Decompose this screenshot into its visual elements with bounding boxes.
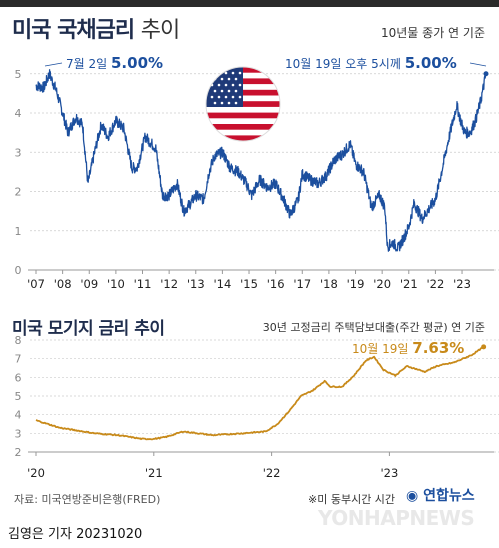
byline: 김영은 기자 20231020 bbox=[8, 527, 143, 542]
treasury-x-tick-label: '12 bbox=[160, 277, 178, 291]
mortgage-end-point bbox=[481, 344, 487, 350]
latest-annotation: 10월 19일 오후 5시께 5.00% bbox=[285, 54, 457, 72]
mortgage-y-ticks: 2 3 4 5 6 7 8 bbox=[15, 334, 22, 459]
treasury-y-tick-label: 4 bbox=[15, 107, 22, 120]
treasury-x-ticks: '07 '08 '09 '10 '11 '12 '13 '14 '15 '16 '17 '18 '19 '… bbox=[27, 269, 494, 291]
mortgage-x-tick-label: '21 bbox=[145, 466, 163, 480]
mortgage-y-tick-label: 5 bbox=[15, 390, 22, 403]
treasury-line bbox=[35, 69, 487, 252]
mortgage-x-ticks: '20 '21 '22 '23 bbox=[27, 451, 494, 480]
peak-date: 7월 2일 bbox=[66, 57, 108, 71]
treasury-y-tick-label: 0 bbox=[15, 264, 22, 277]
peak-annotation: 7월 2일 5.00% bbox=[66, 54, 163, 72]
treasury-y-tick-label: 5 bbox=[15, 68, 22, 81]
latest-value: 5.00% bbox=[404, 54, 457, 72]
mortgage-x-tick-label: '20 bbox=[27, 466, 45, 480]
treasury-x-tick-label: '17 bbox=[293, 277, 311, 291]
treasury-x-tick-label: '20 bbox=[373, 277, 391, 291]
mortgage-title: 미국 모기지 금리 추이 bbox=[12, 319, 165, 339]
peak-leader-line bbox=[44, 62, 63, 67]
treasury-y-tick-label: 1 bbox=[15, 225, 22, 238]
treasury-y-tick-label: 3 bbox=[15, 146, 22, 159]
mortgage-x-tick-label: '22 bbox=[263, 466, 281, 480]
treasury-x-tick-label: '23 bbox=[453, 277, 471, 291]
mortgage-y-tick-label: 6 bbox=[15, 371, 22, 384]
treasury-x-tick-label: '18 bbox=[320, 277, 338, 291]
mortgage-y-tick-label: 4 bbox=[15, 409, 22, 422]
chart-subtitle: 10년물 종가 연 기준 bbox=[381, 26, 485, 40]
mortgage-y-tick-label: 8 bbox=[15, 334, 22, 347]
timezone-note: ※미 동부시간 시간 bbox=[308, 493, 396, 506]
mortgage-latest-annotation: 10월 19일 7.63% bbox=[352, 339, 464, 357]
treasury-x-tick-label: '16 bbox=[267, 277, 285, 291]
title-light: 추이 bbox=[140, 18, 180, 43]
page-title: 미국 국채금리 추이 bbox=[12, 12, 180, 44]
mortgage-latest-value: 7.63% bbox=[412, 339, 465, 357]
top-bar bbox=[0, 0, 499, 7]
treasury-series bbox=[35, 69, 489, 252]
treasury-end-point bbox=[483, 71, 489, 77]
mortgage-y-tick-label: 2 bbox=[15, 446, 22, 459]
agency-name: 연합뉴스 bbox=[423, 488, 475, 504]
mortgage-subtitle: 30년 고정금리 주택담보대출(주간 평균) 연 기준 bbox=[262, 321, 485, 334]
source-note: 자료: 미국연방준비은행(FRED) bbox=[14, 493, 161, 506]
treasury-x-tick-label: '13 bbox=[187, 277, 205, 291]
mortgage-y-tick-label: 7 bbox=[15, 353, 22, 366]
watermark: YONHAPNEWS bbox=[318, 506, 475, 530]
treasury-y-ticks: 0 1 2 3 4 5 bbox=[15, 68, 22, 277]
treasury-y-tick-label: 2 bbox=[15, 186, 22, 199]
us-flag-icon bbox=[205, 66, 281, 142]
mortgage-y-tick-label: 3 bbox=[15, 427, 22, 440]
treasury-x-tick-label: '08 bbox=[54, 277, 72, 291]
treasury-x-tick-label: '22 bbox=[427, 277, 445, 291]
title-bold: 미국 국채금리 bbox=[12, 18, 135, 43]
treasury-x-tick-label: '10 bbox=[107, 277, 125, 291]
latest-date: 10월 19일 오후 5시께 bbox=[285, 57, 401, 71]
treasury-x-tick-label: '21 bbox=[400, 277, 418, 291]
treasury-x-tick-label: '15 bbox=[240, 277, 258, 291]
mortgage-line bbox=[35, 346, 485, 441]
mortgage-x-tick-label: '23 bbox=[381, 466, 399, 480]
treasury-x-tick-label: '14 bbox=[213, 277, 231, 291]
yonhap-logo-icon: ◉ 연합뉴스 bbox=[406, 488, 475, 504]
treasury-x-tick-label: '19 bbox=[347, 277, 365, 291]
treasury-x-tick-label: '07 bbox=[27, 277, 45, 291]
latest-leader-line bbox=[469, 62, 487, 67]
mortgage-latest-date: 10월 19일 bbox=[352, 342, 409, 356]
treasury-x-tick-label: '11 bbox=[134, 277, 152, 291]
mortgage-series bbox=[35, 344, 487, 441]
peak-value: 5.00% bbox=[111, 54, 164, 72]
treasury-x-tick-label: '09 bbox=[80, 277, 98, 291]
